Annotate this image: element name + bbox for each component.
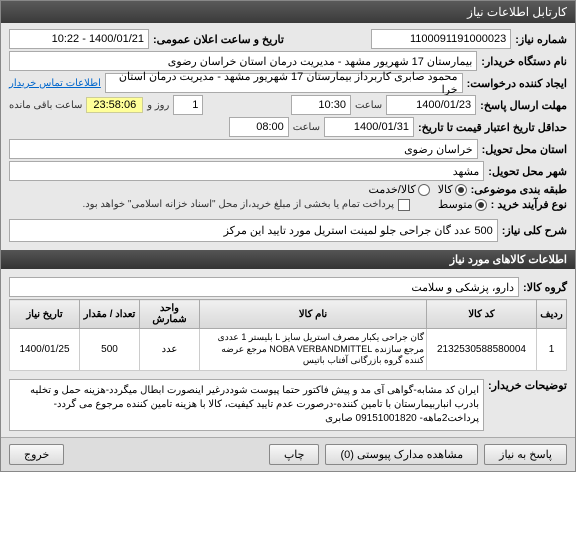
announce-value: 1400/01/21 - 10:22: [9, 29, 149, 49]
group-value: دارو، پزشکی و سلامت: [9, 277, 519, 297]
col-unit: واحد شمارش: [140, 300, 200, 329]
col-name: نام کالا: [200, 300, 427, 329]
saat-label-1: ساعت: [355, 100, 382, 111]
city-value: مشهد: [9, 161, 484, 181]
table-row[interactable]: 1 2132530588580004 گان جراحی یکبار مصرف …: [10, 329, 567, 371]
items-table: ردیف کد کالا نام کالا واحد شمارش تعداد /…: [9, 299, 567, 371]
cell-idx: 1: [537, 329, 567, 371]
items-section-header: اطلاعات کالاهای مورد نیاز: [1, 250, 575, 269]
footer: پاسخ به نیاز مشاهده مدارک پیوستی (0) چاپ…: [1, 437, 575, 471]
radio-icon: [475, 199, 487, 211]
cell-date: 1400/01/25: [10, 329, 80, 371]
valid-label: حداقل تاریخ اعتبار قیمت تا تاریخ:: [418, 121, 567, 134]
need-no-label: شماره نیاز:: [515, 33, 567, 46]
col-qty: تعداد / مقدار: [80, 300, 140, 329]
creator-label: ایجاد کننده درخواست:: [467, 77, 567, 90]
print-button[interactable]: چاپ: [269, 444, 320, 465]
device-label: نام دستگاه خریدار:: [481, 55, 567, 68]
radio-kala-label: کالا: [438, 183, 453, 196]
cell-code: 2132530588580004: [427, 329, 537, 371]
send-date: 1400/01/23: [386, 95, 476, 115]
class-radio-group: کالا کالا/خدمت: [369, 183, 467, 196]
window-title: کارتابل اطلاعات نیاز: [467, 5, 567, 19]
cell-qty: 500: [80, 329, 140, 371]
device-value: بیمارستان 17 شهریور مشهد - مدیریت درمان …: [9, 51, 477, 71]
radio-icon: [418, 184, 430, 196]
announce-label: تاریخ و ساعت اعلان عمومی:: [153, 33, 284, 46]
remain-time: 23:58:06: [86, 97, 143, 113]
class-label: طبقه بندی موضوعی:: [471, 183, 567, 196]
send-time: 10:30: [291, 95, 351, 115]
radio-avg[interactable]: متوسط: [438, 198, 487, 211]
province-value: خراسان رضوی: [9, 139, 478, 159]
comments-text: ایران کد مشابه-گواهی آی مد و پیش فاکتور …: [9, 379, 484, 431]
cell-name: گان جراحی یکبار مصرف استریل سایز L بلیست…: [200, 329, 427, 371]
pay-note: پرداخت تمام یا بخشی از مبلغ خرید،از محل …: [82, 199, 394, 210]
creator-value: محمود صابری کاربرداز بیمارستان 17 شهریور…: [105, 73, 463, 93]
contact-link[interactable]: اطلاعات تماس خریدار: [9, 78, 101, 89]
radio-khadmat-label: کالا/خدمت: [369, 183, 416, 196]
rooz-label: روز و: [147, 100, 169, 111]
remain-suffix: ساعت باقی مانده: [9, 100, 82, 111]
city-label: شهر محل تحویل:: [488, 165, 567, 178]
province-label: استان محل تحویل:: [482, 143, 567, 156]
radio-avg-label: متوسط: [438, 198, 473, 211]
need-no-value: 1100091191000023: [371, 29, 511, 49]
titlebar: کارتابل اطلاعات نیاز: [1, 1, 575, 23]
process-radio-group: متوسط: [438, 198, 487, 211]
exit-button[interactable]: خروج: [9, 444, 64, 465]
col-row: ردیف: [537, 300, 567, 329]
reply-button[interactable]: پاسخ به نیاز: [484, 444, 567, 465]
saat-label-2: ساعت: [293, 122, 320, 133]
remain-days: 1: [173, 95, 203, 115]
valid-time: 08:00: [229, 117, 289, 137]
radio-khadmat[interactable]: کالا/خدمت: [369, 183, 430, 196]
process-label: نوع فرآیند خرید :: [491, 198, 567, 211]
valid-date: 1400/01/31: [324, 117, 414, 137]
col-date: تاریخ نیاز: [10, 300, 80, 329]
radio-icon: [455, 184, 467, 196]
main-window: کارتابل اطلاعات نیاز شماره نیاز: 1100091…: [0, 0, 576, 472]
attachments-button[interactable]: مشاهده مدارک پیوستی (0): [325, 444, 478, 465]
cell-unit: عدد: [140, 329, 200, 371]
treasury-checkbox[interactable]: [398, 199, 410, 211]
radio-kala[interactable]: کالا: [438, 183, 467, 196]
comments-label: توضیحات خریدار:: [488, 379, 567, 392]
desc-label: شرح کلی نیاز:: [502, 224, 567, 237]
col-code: کد کالا: [427, 300, 537, 329]
desc-text: 500 عدد گان جراحی جلو لمینت استریل مورد …: [9, 219, 498, 242]
send-deadline-label: مهلت ارسال پاسخ:: [480, 99, 567, 112]
group-label: گروه کالا:: [523, 281, 567, 294]
